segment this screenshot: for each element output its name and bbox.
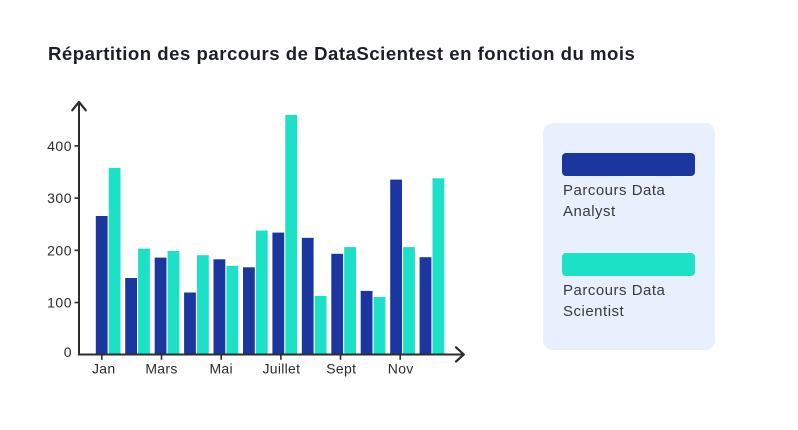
svg-text:Juillet: Juillet [262, 361, 300, 377]
svg-text:400: 400 [47, 138, 72, 154]
svg-text:200: 200 [47, 242, 72, 258]
svg-text:100: 100 [47, 295, 72, 311]
svg-text:Mars: Mars [145, 361, 177, 377]
svg-text:Sept: Sept [326, 361, 356, 377]
svg-text:0: 0 [64, 344, 72, 360]
svg-text:Nov: Nov [388, 361, 414, 377]
svg-text:Jan: Jan [92, 361, 115, 377]
svg-text:300: 300 [47, 190, 72, 206]
svg-text:Mai: Mai [209, 361, 232, 377]
